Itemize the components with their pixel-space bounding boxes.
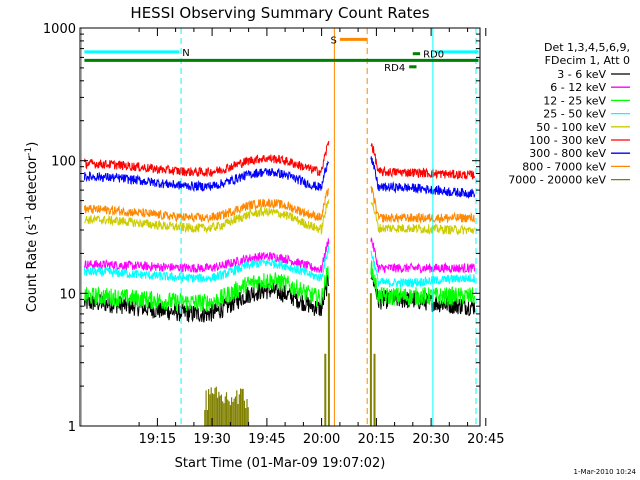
- series-line-2-part-2: [370, 237, 476, 274]
- x-tick-label: 20:30: [412, 432, 449, 447]
- y-axis-label-sup1: -1: [24, 215, 34, 224]
- timestamp: 1-Mar-2010 10:24: [574, 468, 637, 476]
- x-axis-label: Start Time (01-Mar-09 19:07:02): [175, 456, 386, 471]
- series-line-7-part-2: [370, 156, 476, 199]
- legend-label-7: 300 - 800 keV: [529, 147, 606, 160]
- x-tick-label: 20:45: [467, 432, 504, 447]
- y-axis-label-part1: Count Rate (s: [25, 224, 40, 313]
- series-line-6-part-2: [370, 143, 476, 180]
- legend-label-4: 25 - 50 keV: [543, 108, 606, 121]
- x-tick-label: 20:00: [303, 432, 340, 447]
- series-line-3-part-1: [84, 266, 330, 313]
- y-axis-label-part3: ): [25, 142, 40, 147]
- series-line-8-part-1: [83, 187, 330, 224]
- annotation-label-n: N: [182, 48, 189, 59]
- annotation-label-rd0: RD0: [423, 50, 444, 61]
- x-tick-label: 19:30: [193, 432, 230, 447]
- series-line-2-part-1: [83, 238, 330, 274]
- legend-label-3: 12 - 25 keV: [543, 94, 606, 107]
- y-tick-label: 100: [51, 155, 76, 170]
- x-tick-label: 19:15: [139, 432, 176, 447]
- series-line-4-part-1: [83, 245, 330, 283]
- series-line-8-part-2: [370, 186, 476, 224]
- legend-label-8: 800 - 7000 keV: [522, 160, 606, 173]
- y-tick-label: 10: [59, 287, 76, 302]
- series-line-5-part-1: [84, 199, 330, 236]
- legend-label-2: 6 - 12 keV: [550, 81, 606, 94]
- legend: Det 1,3,4,5,6,9, FDecim 1, Att 0 3 - 6 k…: [508, 41, 630, 187]
- y-tick-label: 1: [68, 420, 76, 435]
- annotation-layer: N S RD0 RD4: [84, 35, 479, 74]
- annotation-label-rd4: RD4: [384, 63, 405, 74]
- legend-label-9: 7000 - 20000 keV: [508, 174, 606, 187]
- series-line-6-part-1: [83, 140, 330, 178]
- series-line-5-part-2: [370, 202, 476, 236]
- y-tick-label: 1000: [43, 22, 76, 37]
- series-line-3-part-2: [370, 260, 476, 306]
- x-tick-label: 20:15: [358, 432, 395, 447]
- legend-label-5: 50 - 100 keV: [536, 121, 606, 134]
- annotation-label-s: S: [331, 35, 337, 46]
- series-line-1-part-1: [83, 274, 330, 323]
- x-tick-label: 19:45: [248, 432, 285, 447]
- series-line-4-part-2: [370, 250, 476, 289]
- y-axis: 1 10 100 1000: [43, 22, 480, 435]
- legend-header-line-1: Det 1,3,4,5,6,9,: [544, 41, 630, 54]
- chart-title: HESSI Observing Summary Count Rates: [130, 4, 429, 22]
- y-axis-label-sup2: -1: [24, 147, 34, 156]
- marker-layer: [81, 28, 477, 426]
- plot-frame: [79, 27, 481, 427]
- legend-label-1: 3 - 6 keV: [557, 68, 606, 81]
- series-layer: [83, 140, 476, 426]
- legend-label-6: 100 - 300 keV: [529, 134, 606, 147]
- y-axis-label: Count Rate (s-1 detector-1): [24, 142, 40, 313]
- legend-header-line-2: FDecim 1, Att 0: [545, 54, 630, 67]
- x-axis: 19:15 19:30 19:45 20:00 20:15 20:30 20:45: [138, 28, 505, 447]
- y-axis-label-part2: detector: [25, 155, 40, 215]
- series-line-7-part-1: [83, 160, 330, 193]
